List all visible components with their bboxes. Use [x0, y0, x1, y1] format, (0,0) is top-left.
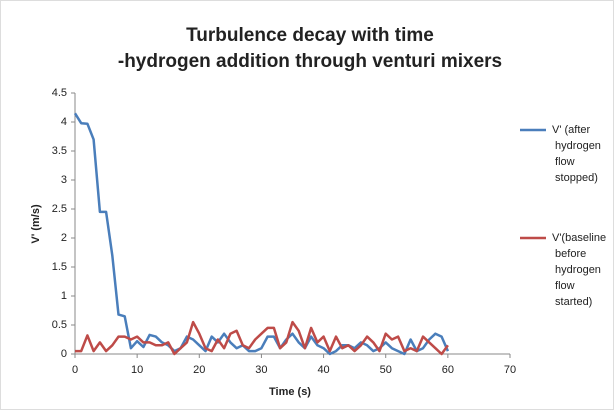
x-tick-label: 50: [380, 364, 392, 376]
x-tick-label: 0: [72, 364, 78, 376]
x-tick-label: 60: [442, 364, 454, 376]
y-tick-label: 1: [61, 290, 67, 302]
y-tick-label: 0.5: [52, 319, 67, 331]
series-line: [73, 112, 450, 356]
y-tick-label: 3: [61, 174, 67, 186]
legend-label: V'(baseline before hydrogen flow started…: [552, 232, 606, 308]
x-axis-label: Time (s): [269, 386, 311, 398]
legend-label: V' (after hydrogen flow stopped): [552, 124, 601, 184]
x-tick-label: 30: [255, 364, 267, 376]
chart-title: -hydrogen addition through venturi mixer…: [118, 51, 502, 72]
x-tick-label: 70: [504, 364, 516, 376]
x-tick-label: 10: [131, 364, 143, 376]
y-tick-label: 2: [61, 232, 67, 244]
y-tick-label: 0: [61, 348, 67, 360]
y-tick-label: 4: [61, 116, 67, 128]
y-tick-label: 2.5: [52, 203, 67, 215]
x-tick-label: 20: [193, 364, 205, 376]
y-axis-label: V' (m/s): [30, 204, 42, 244]
y-tick-label: 3.5: [52, 145, 67, 157]
x-tick-label: 40: [317, 364, 329, 376]
series-line: [75, 320, 449, 356]
y-tick-label: 1.5: [52, 261, 67, 273]
chart-title: Turbulence decay with time: [186, 25, 434, 46]
y-tick-label: 4.5: [52, 87, 67, 99]
